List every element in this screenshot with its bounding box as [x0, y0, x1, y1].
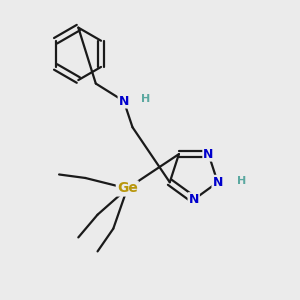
Text: N: N	[118, 94, 129, 107]
Text: H: H	[237, 176, 246, 185]
Text: N: N	[212, 176, 223, 189]
Text: Ge: Ge	[117, 182, 138, 196]
Text: H: H	[141, 94, 151, 104]
Text: N: N	[203, 148, 214, 160]
Text: N: N	[188, 193, 199, 206]
